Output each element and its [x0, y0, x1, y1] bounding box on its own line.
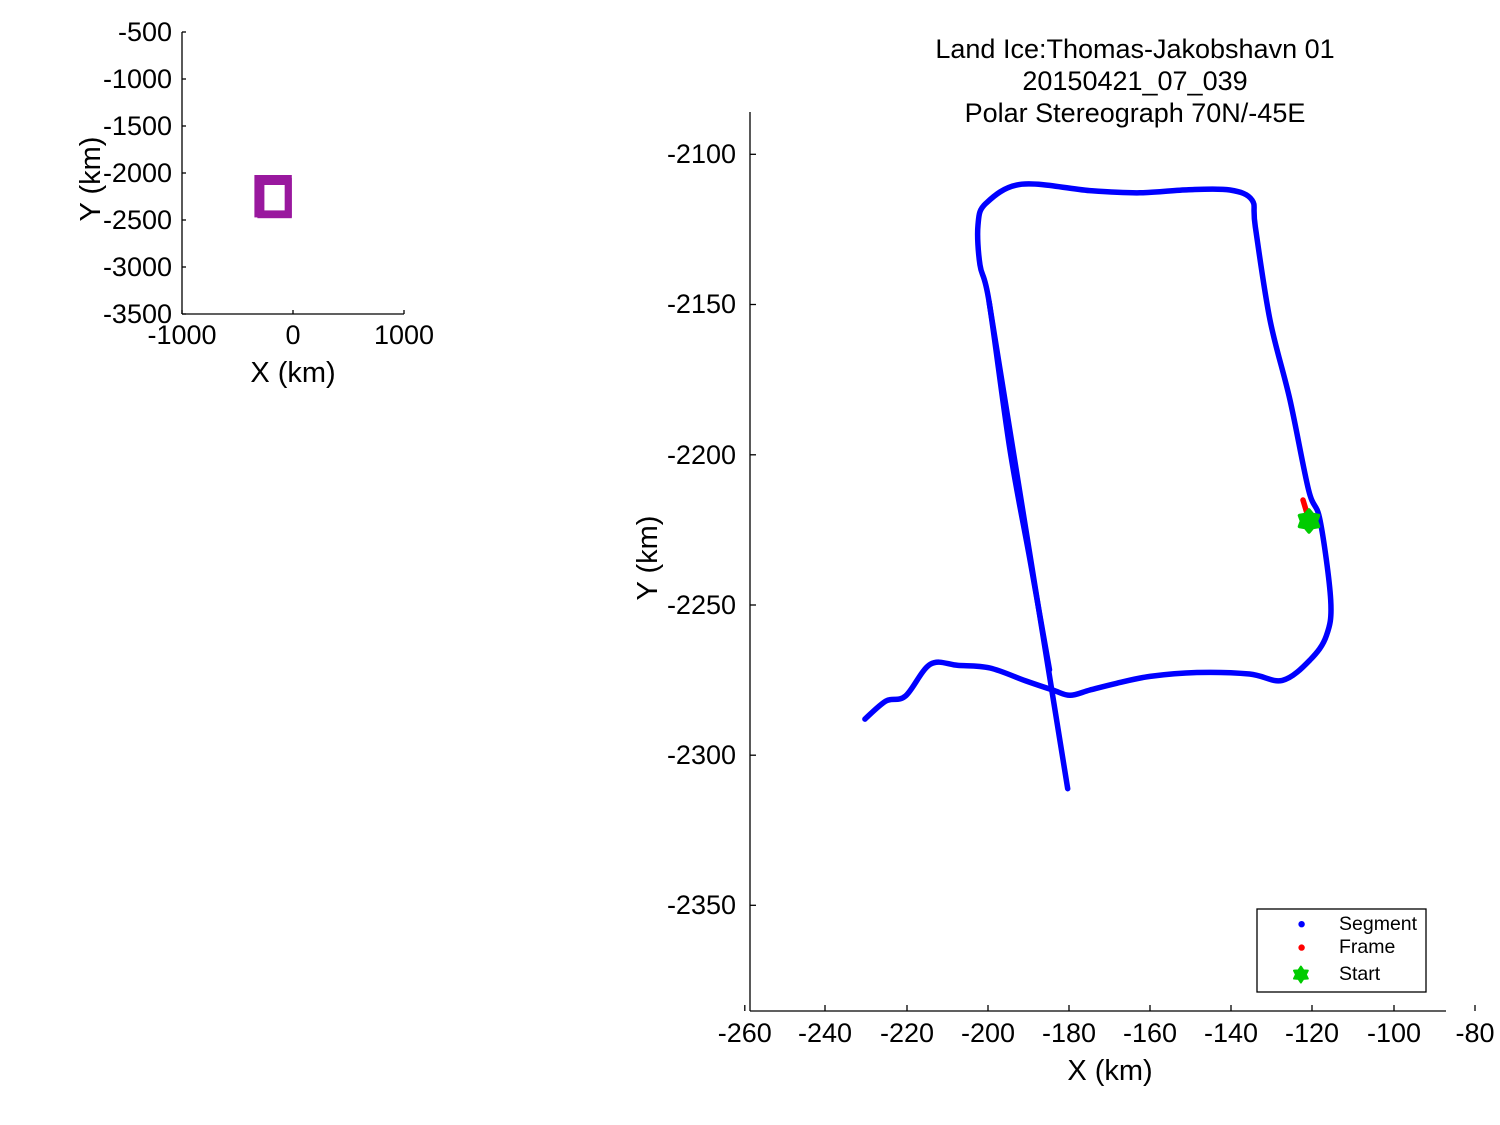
svg-text:Y (km): Y (km)	[75, 137, 107, 222]
svg-text:X (km): X (km)	[250, 357, 335, 389]
svg-text:-2150: -2150	[667, 289, 736, 319]
svg-text:Land Ice:Thomas-Jakobshavn 01: Land Ice:Thomas-Jakobshavn 01	[935, 34, 1334, 64]
svg-text:Polar Stereograph 70N/-45E: Polar Stereograph 70N/-45E	[965, 98, 1306, 128]
svg-text:-1000: -1000	[103, 64, 172, 94]
svg-text:-2100: -2100	[667, 139, 736, 169]
svg-text:X (km): X (km)	[1067, 1055, 1152, 1087]
svg-text:20150421_07_039: 20150421_07_039	[1022, 66, 1247, 96]
svg-text:-2000: -2000	[103, 158, 172, 188]
svg-text:Frame: Frame	[1339, 936, 1395, 958]
svg-text:0: 0	[285, 320, 300, 350]
svg-text:Start: Start	[1339, 963, 1381, 985]
svg-text:-500: -500	[118, 17, 172, 47]
svg-text:-2250: -2250	[667, 590, 736, 620]
svg-text:-2200: -2200	[667, 440, 736, 470]
svg-text:Segment: Segment	[1339, 913, 1418, 935]
svg-text:-240: -240	[798, 1018, 852, 1048]
svg-text:-3000: -3000	[103, 252, 172, 282]
svg-text:-160: -160	[1123, 1018, 1177, 1048]
svg-text:-2300: -2300	[667, 740, 736, 770]
svg-text:-2350: -2350	[667, 890, 736, 920]
svg-text:-140: -140	[1204, 1018, 1258, 1048]
svg-text:-220: -220	[880, 1018, 934, 1048]
svg-text:-180: -180	[1042, 1018, 1096, 1048]
svg-text:-120: -120	[1285, 1018, 1339, 1048]
svg-text:-260: -260	[718, 1018, 772, 1048]
svg-text:Y (km): Y (km)	[632, 516, 664, 601]
svg-text:-200: -200	[961, 1018, 1015, 1048]
svg-text:-80: -80	[1455, 1018, 1494, 1048]
svg-text:-2500: -2500	[103, 205, 172, 235]
svg-text:-1500: -1500	[103, 111, 172, 141]
svg-text:-1000: -1000	[147, 320, 216, 350]
svg-text:-100: -100	[1367, 1018, 1421, 1048]
svg-text:1000: 1000	[374, 320, 434, 350]
